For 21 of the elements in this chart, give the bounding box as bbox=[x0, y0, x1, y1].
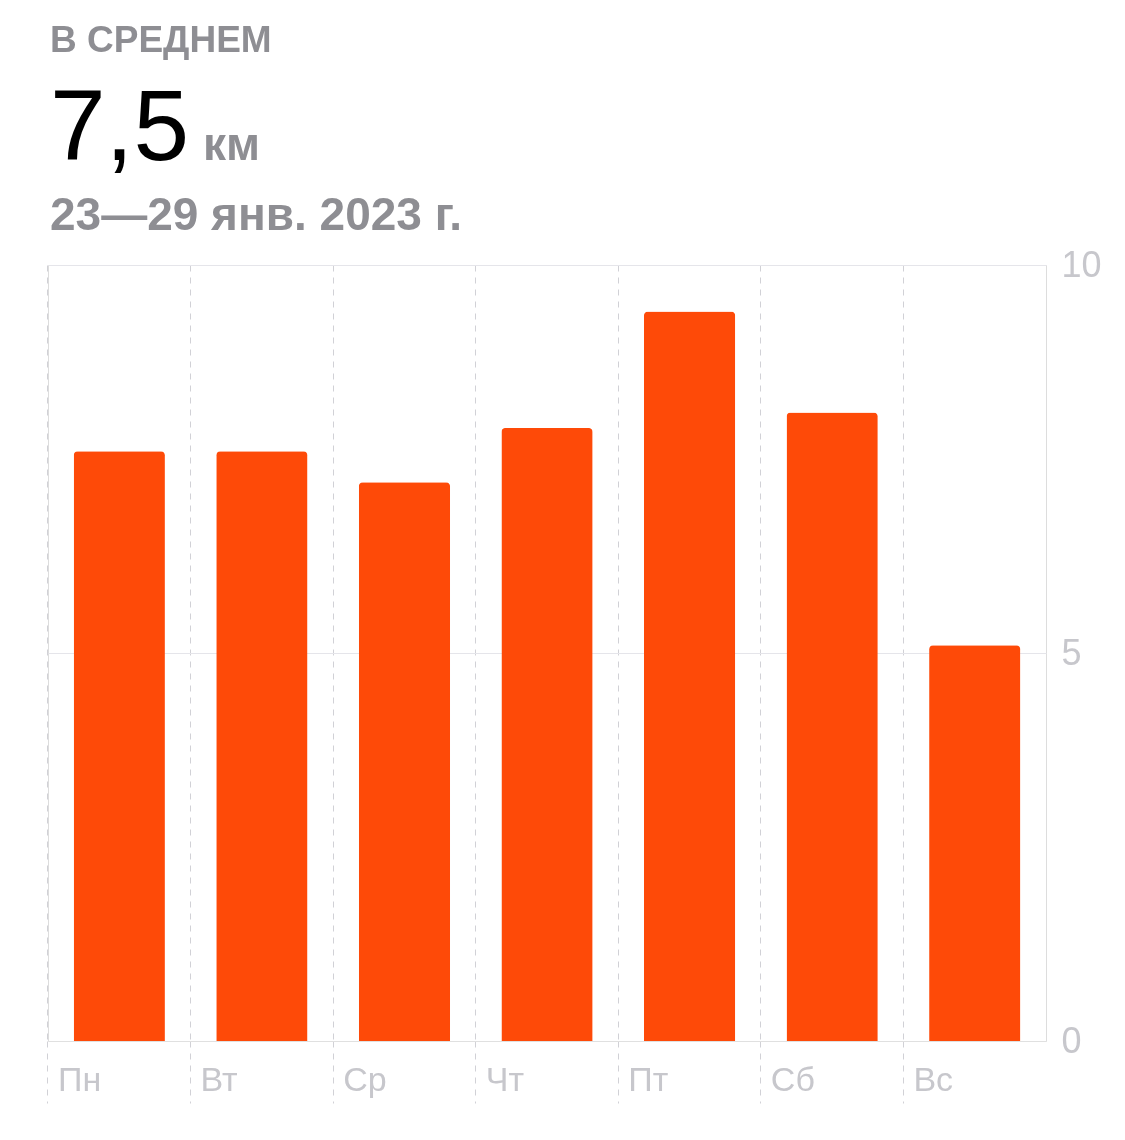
x-tick-label: Ср bbox=[343, 1059, 387, 1098]
chart-title: В СРЕДНЕМ bbox=[50, 19, 272, 60]
bar bbox=[929, 645, 1021, 1041]
text: км bbox=[203, 118, 261, 170]
x-tick-label: Вс bbox=[913, 1059, 954, 1098]
bar bbox=[216, 451, 308, 1041]
chart-subtitle: 23—29 янв. 2023 г. bbox=[50, 188, 463, 240]
y-tick-label: 5 bbox=[1061, 631, 1082, 673]
x-tick-label: Пт bbox=[628, 1059, 669, 1098]
bar bbox=[501, 427, 593, 1041]
y-tick-label: 0 bbox=[1061, 1019, 1082, 1061]
x-tick-label: Вт bbox=[200, 1059, 238, 1098]
bar bbox=[73, 451, 165, 1041]
y-tick-label: 10 bbox=[1061, 243, 1102, 285]
text: 7,5 bbox=[50, 69, 190, 181]
bar bbox=[358, 482, 451, 1041]
bar bbox=[643, 311, 736, 1041]
x-tick-label: Сб bbox=[770, 1059, 815, 1098]
x-tick-label: Чт bbox=[485, 1059, 524, 1098]
bar bbox=[786, 412, 878, 1041]
x-tick-label: Пн bbox=[58, 1059, 102, 1098]
